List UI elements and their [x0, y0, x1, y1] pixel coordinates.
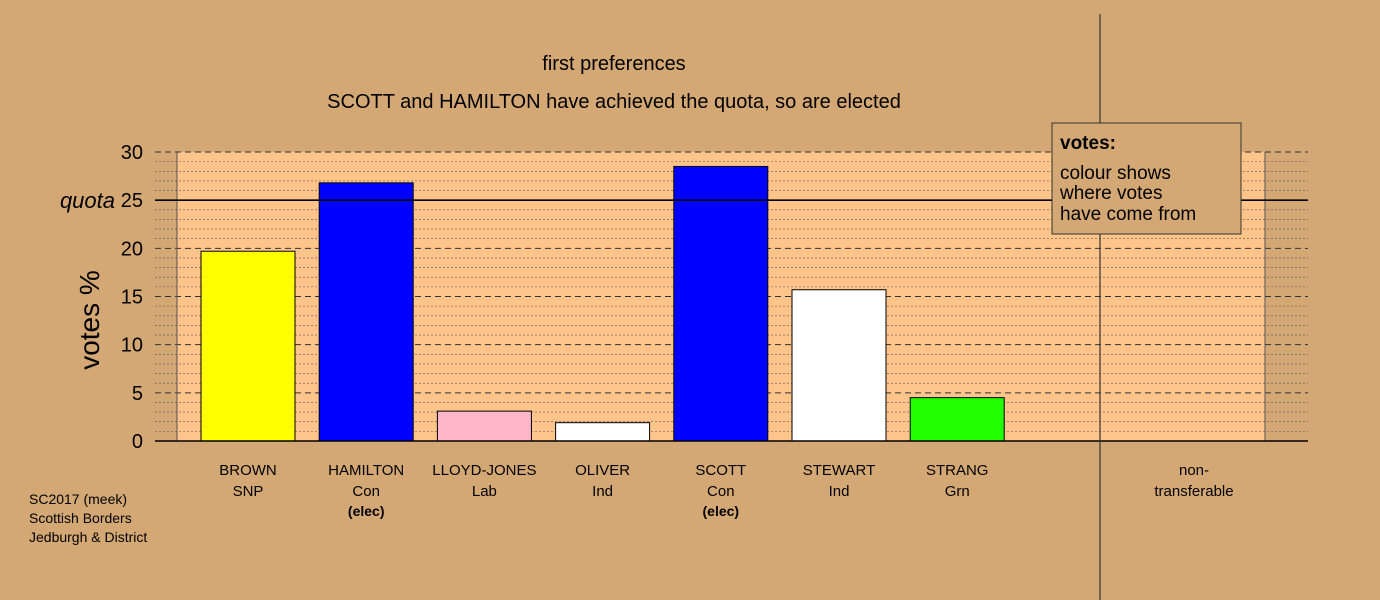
nontransferable-label-line1: non-: [1179, 462, 1209, 479]
category-party: Ind: [592, 483, 613, 500]
footer-line-1: SC2017 (meek): [29, 491, 127, 507]
legend-line-2: where votes: [1059, 183, 1162, 204]
y-tick-label: 10: [121, 335, 143, 357]
category-status: (elec): [703, 503, 740, 519]
legend-box: [1051, 122, 1242, 235]
chart-title: first preferences: [542, 53, 685, 75]
quota-label: quota: [60, 188, 115, 213]
category-name: STEWART: [803, 462, 876, 479]
category-party: Con: [707, 483, 735, 500]
footer-line-3: Jedburgh & District: [29, 529, 147, 545]
bar-lloyd-jones: [436, 410, 532, 442]
category-name: SCOTT: [695, 462, 746, 479]
category-party: SNP: [233, 483, 264, 500]
category-status: (elec): [348, 503, 385, 519]
bars: [200, 165, 1005, 442]
y-tick-label: 15: [121, 287, 143, 309]
footer-line-2: Scottish Borders: [29, 510, 132, 526]
axes: 0 5 10 15 20 25 30 quota: [60, 142, 1308, 453]
category-name: OLIVER: [575, 462, 630, 479]
category-party: Grn: [945, 483, 970, 500]
category-name: BROWN: [219, 462, 277, 479]
bar-hamilton: [318, 182, 414, 442]
category-party: Ind: [829, 483, 850, 500]
category-party: Lab: [472, 483, 497, 500]
bar-scott: [673, 165, 769, 442]
category-name: STRANG: [926, 462, 989, 479]
chart-subtitle: SCOTT and HAMILTON have achieved the quo…: [327, 91, 901, 113]
category-labels: BROWN SNP HAMILTON Con (elec) LLOYD-JONES Lab O…: [219, 462, 988, 519]
nontransferable-label-line2: transferable: [1154, 483, 1233, 500]
y-tick-label: 5: [132, 383, 143, 405]
y-tick-label: 25: [121, 190, 143, 212]
legend-line-3: have come from: [1060, 204, 1196, 225]
bar-stewart: [791, 289, 887, 442]
category-name: HAMILTON: [328, 462, 404, 479]
y-tick-label: 20: [121, 238, 143, 260]
legend-line-1: colour shows: [1060, 163, 1171, 184]
y-tick-label: 0: [132, 431, 143, 453]
y-tick-label: 30: [121, 142, 143, 164]
legend-heading: votes:: [1060, 133, 1116, 154]
bar-strang: [909, 397, 1005, 442]
y-axis-label: votes %: [74, 270, 105, 370]
category-party: Con: [352, 483, 380, 500]
bar-brown: [200, 250, 296, 442]
bar-oliver: [555, 422, 651, 442]
legend: votes: colour shows where votes have com…: [1051, 122, 1242, 235]
category-name: LLOYD-JONES: [432, 462, 536, 479]
